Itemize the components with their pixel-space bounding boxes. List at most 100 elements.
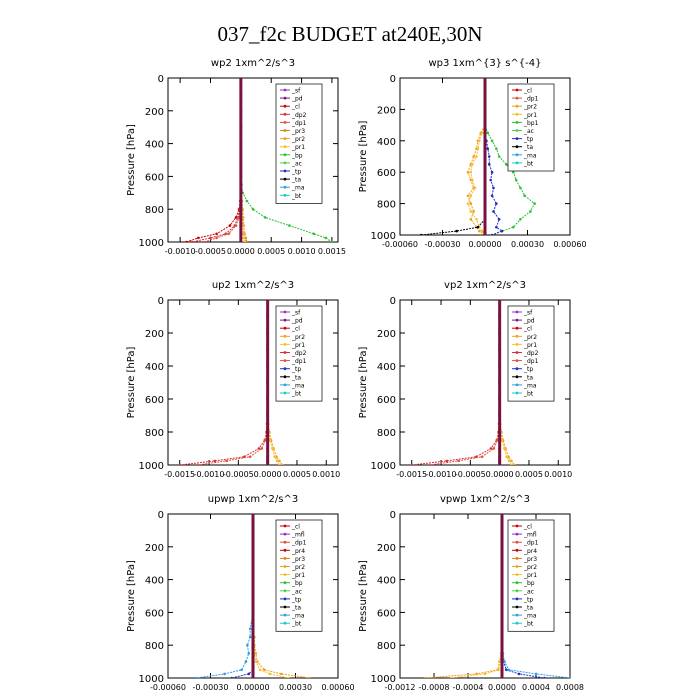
data-point bbox=[517, 672, 521, 676]
y-tick-label: 1000 bbox=[139, 461, 164, 472]
data-point bbox=[457, 459, 460, 463]
data-point bbox=[523, 194, 526, 198]
legend-item-label: _bt bbox=[291, 621, 302, 628]
legend-item-label: _cl bbox=[523, 326, 532, 333]
y-tick-label: 800 bbox=[145, 205, 164, 216]
data-point bbox=[475, 218, 478, 221]
legend-item-label: _pr1 bbox=[523, 112, 537, 119]
legend-marker bbox=[283, 597, 287, 601]
data-point bbox=[476, 147, 480, 150]
data-point bbox=[428, 463, 431, 465]
data-point bbox=[497, 155, 501, 158]
series-line-pr2 bbox=[425, 514, 503, 678]
legend-item-label: _ac bbox=[291, 588, 302, 595]
legend-marker bbox=[515, 351, 519, 354]
page-title: 037_f2c BUDGET at240E,30N bbox=[217, 22, 483, 46]
data-point bbox=[248, 455, 252, 459]
x-tick-label: -0.0010 bbox=[426, 470, 457, 479]
x-tick-label: 0.0004 bbox=[522, 683, 550, 692]
data-point bbox=[257, 447, 261, 450]
data-point bbox=[475, 155, 478, 158]
data-point bbox=[244, 660, 248, 663]
legend-marker bbox=[283, 334, 287, 338]
x-tick-label: 0.0010 bbox=[544, 470, 572, 479]
legend-marker bbox=[283, 326, 287, 330]
legend-marker bbox=[515, 391, 519, 395]
chart-panel-5: upwp 1xm^2/s^3 Pressure [hPa] 0 200 400 600 80… bbox=[126, 494, 355, 692]
data-point bbox=[224, 232, 227, 236]
legend-item-label: _ma bbox=[291, 613, 305, 620]
legend-item-label: _pr4 bbox=[523, 548, 537, 555]
legend-item-label: _ma bbox=[291, 382, 305, 389]
legend-marker bbox=[515, 153, 519, 157]
legend-item-label: _bp1 bbox=[523, 120, 539, 127]
data-point bbox=[243, 240, 246, 242]
data-point bbox=[241, 232, 245, 236]
legend-item-label: _cl bbox=[291, 326, 300, 333]
data-point bbox=[512, 170, 515, 174]
x-tick-label: 0.0005 bbox=[515, 470, 543, 479]
data-point bbox=[469, 170, 473, 174]
y-tick-label: 1000 bbox=[371, 674, 396, 685]
x-tick-label: 0.00060 bbox=[553, 240, 586, 249]
legend-marker bbox=[515, 343, 519, 346]
data-point bbox=[478, 139, 481, 143]
data-point bbox=[487, 163, 491, 166]
chart-panel-3: up2 1xm^2/s^3 Pressure [hPa] 0 200 400 600 800… bbox=[126, 280, 340, 479]
data-point bbox=[184, 240, 188, 242]
data-point bbox=[486, 131, 490, 135]
data-point bbox=[258, 668, 262, 672]
y-axis-label: Pressure [hPa] bbox=[126, 347, 137, 419]
legend-marker bbox=[515, 96, 519, 100]
data-point bbox=[490, 233, 494, 235]
legend-marker bbox=[515, 613, 519, 617]
data-point bbox=[490, 170, 494, 174]
legend-marker bbox=[283, 169, 287, 173]
legend-marker bbox=[283, 383, 287, 387]
series-group bbox=[419, 78, 536, 235]
y-tick-label: 1000 bbox=[371, 231, 396, 242]
legend-item-label: _dp1 bbox=[523, 358, 539, 365]
data-point bbox=[278, 463, 281, 465]
series-group bbox=[178, 300, 284, 465]
y-axis-label: Pressure [hPa] bbox=[358, 121, 369, 193]
y-axis-label: Pressure [hPa] bbox=[358, 347, 369, 419]
legend-item-label: _cl bbox=[523, 88, 532, 95]
legend-marker bbox=[515, 573, 519, 576]
x-tick-label: 0.0008 bbox=[556, 683, 584, 692]
legend-marker bbox=[515, 621, 519, 625]
chart-title: vpwp 1xm^2/s^3 bbox=[440, 494, 530, 505]
plot-frame bbox=[167, 299, 339, 466]
legend-marker bbox=[283, 112, 287, 116]
data-point bbox=[534, 672, 538, 676]
data-point bbox=[234, 216, 238, 219]
data-point bbox=[490, 139, 494, 143]
data-point bbox=[470, 163, 474, 166]
legend-item-label: _pd bbox=[523, 318, 535, 325]
data-point bbox=[492, 186, 495, 190]
legend-item-label: _pr2 bbox=[291, 334, 305, 341]
data-point bbox=[496, 438, 499, 442]
data-point bbox=[254, 660, 258, 663]
legend-item-label: _pr1 bbox=[291, 572, 305, 579]
data-point bbox=[288, 224, 291, 227]
data-point bbox=[263, 668, 266, 672]
legend-marker bbox=[283, 565, 287, 568]
data-point bbox=[507, 668, 511, 672]
legend-item-label: _ac bbox=[291, 160, 302, 167]
x-tick-label: -0.0010 bbox=[194, 470, 225, 479]
legend-marker bbox=[283, 573, 287, 576]
data-point bbox=[469, 202, 473, 205]
legend-item-label: _tp bbox=[291, 169, 301, 176]
data-point bbox=[466, 194, 470, 198]
data-point bbox=[478, 229, 481, 233]
legend-item-label: _ma bbox=[291, 185, 305, 192]
legend-item-label: _cl bbox=[291, 524, 300, 531]
y-tick-label: 1000 bbox=[139, 674, 164, 685]
data-point bbox=[543, 676, 546, 678]
data-point bbox=[223, 672, 226, 676]
data-point bbox=[445, 459, 449, 463]
legend-item-label: _ta bbox=[291, 374, 301, 381]
chart-title: wp2 1xm^2/s^3 bbox=[211, 58, 295, 69]
y-axis-label: Pressure [hPa] bbox=[126, 124, 137, 196]
